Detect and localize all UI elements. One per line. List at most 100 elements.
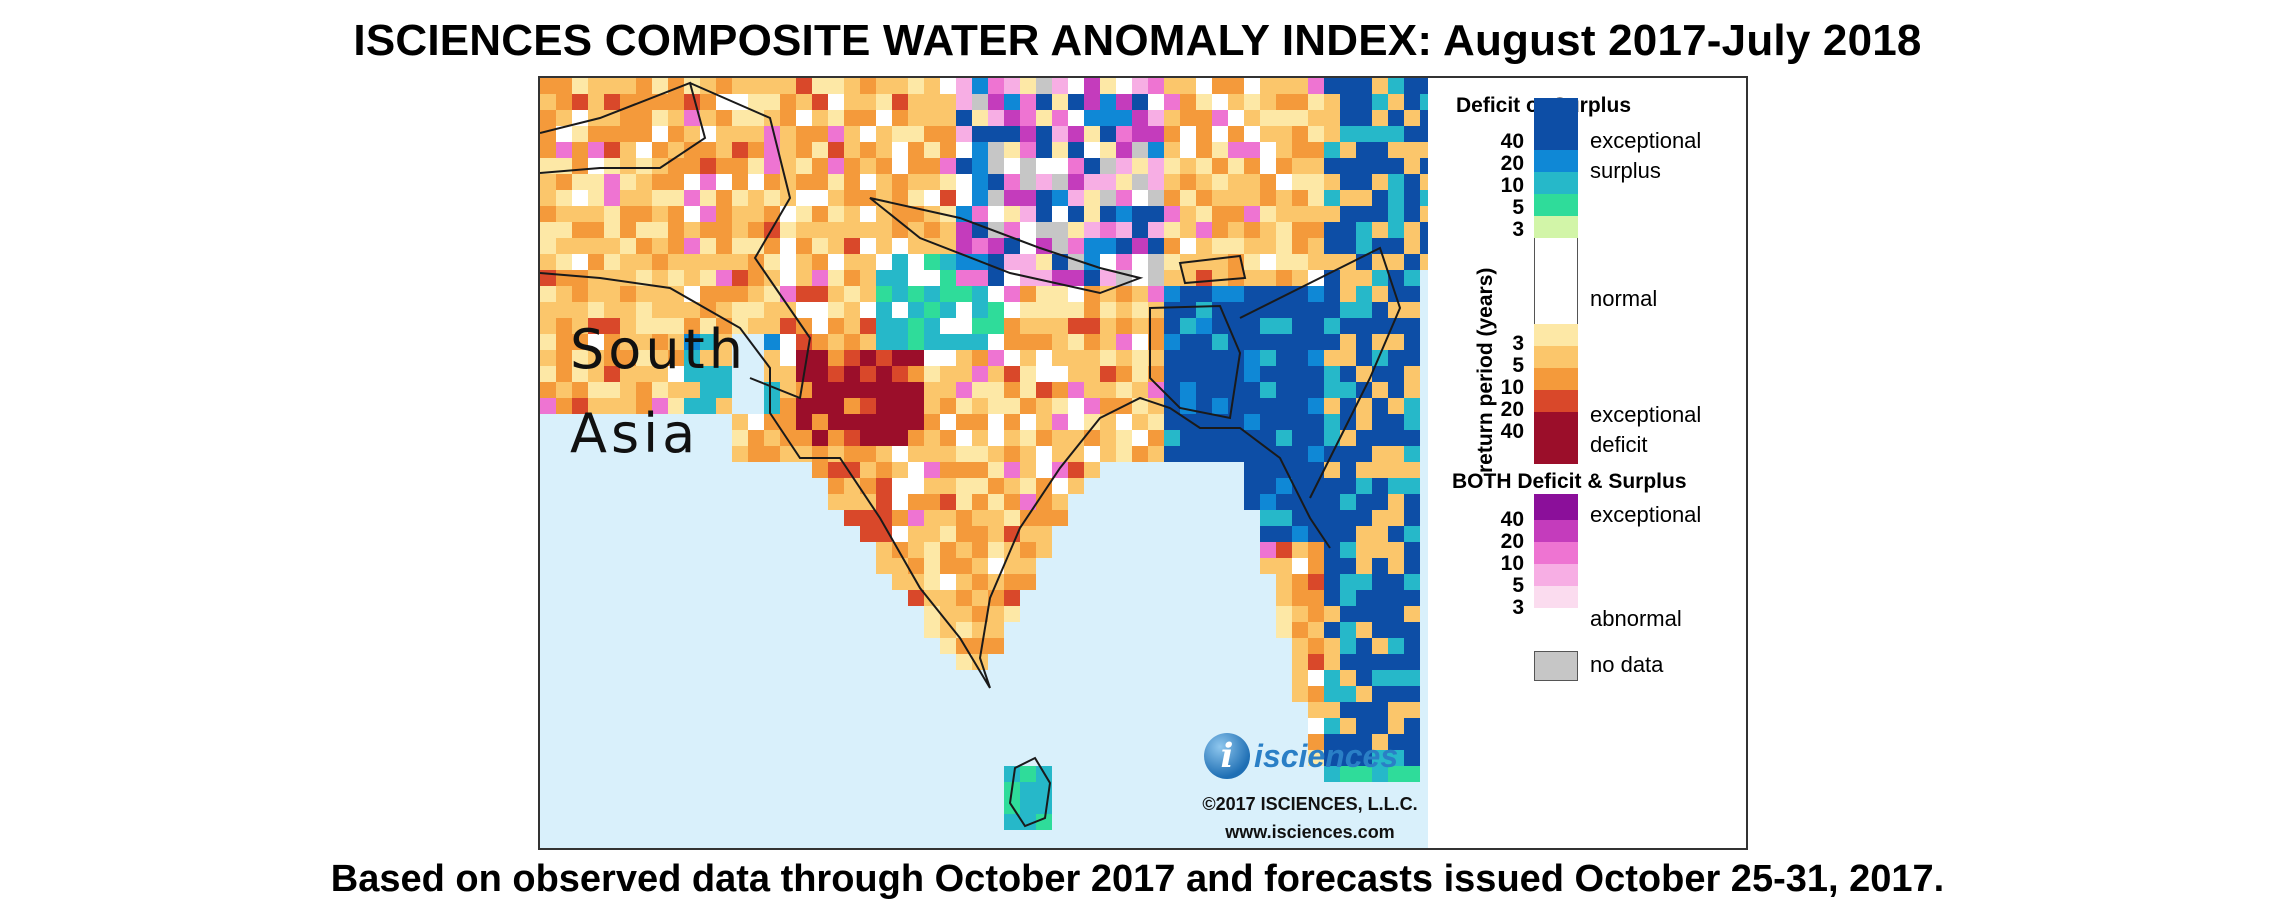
anomaly-cell: [924, 78, 940, 94]
anomaly-cell: [1404, 590, 1420, 606]
anomaly-cell: [1388, 446, 1404, 462]
anomaly-cell: [1020, 766, 1036, 782]
anomaly-cell: [988, 398, 1004, 414]
anomaly-cell: [652, 270, 668, 286]
anomaly-cell: [764, 318, 780, 334]
anomaly-cell: [1164, 430, 1180, 446]
anomaly-cell: [732, 222, 748, 238]
anomaly-cell: [1324, 254, 1340, 270]
anomaly-cell: [604, 94, 620, 110]
anomaly-cell: [1116, 158, 1132, 174]
anomaly-cell: [556, 174, 572, 190]
anomaly-cell: [1212, 254, 1228, 270]
anomaly-cell: [620, 254, 636, 270]
anomaly-cell: [1164, 110, 1180, 126]
anomaly-cell: [1340, 126, 1356, 142]
anomaly-cell: [892, 110, 908, 126]
anomaly-cell: [1148, 142, 1164, 158]
anomaly-cell: [908, 286, 924, 302]
anomaly-cell: [892, 414, 908, 430]
anomaly-cell: [1372, 542, 1388, 558]
anomaly-cell: [1276, 206, 1292, 222]
anomaly-cell: [1084, 270, 1100, 286]
anomaly-cell: [1388, 718, 1404, 734]
anomaly-cell: [1340, 446, 1356, 462]
anomaly-cell: [956, 430, 972, 446]
anomaly-cell: [1036, 206, 1052, 222]
anomaly-cell: [1340, 158, 1356, 174]
isciences-logo: i isciences: [1204, 732, 1398, 780]
anomaly-cell: [1340, 718, 1356, 734]
anomaly-cell: [1372, 174, 1388, 190]
anomaly-cell: [636, 78, 652, 94]
anomaly-cell: [1340, 462, 1356, 478]
anomaly-cell: [876, 382, 892, 398]
anomaly-cell: [1196, 382, 1212, 398]
anomaly-cell: [1292, 190, 1308, 206]
no-data-swatch: [1534, 651, 1578, 681]
anomaly-cell: [1324, 686, 1340, 702]
anomaly-cell: [556, 398, 572, 414]
anomaly-cell: [1244, 158, 1260, 174]
anomaly-cell: [1292, 350, 1308, 366]
anomaly-cell: [956, 542, 972, 558]
anomaly-cell: [1244, 478, 1260, 494]
anomaly-cell: [1372, 718, 1388, 734]
anomaly-cell: [572, 318, 588, 334]
anomaly-cell: [1372, 462, 1388, 478]
anomaly-cell: [1356, 270, 1372, 286]
anomaly-cell: [940, 398, 956, 414]
anomaly-cell: [860, 78, 876, 94]
anomaly-cell: [1292, 670, 1308, 686]
anomaly-cell: [1340, 622, 1356, 638]
anomaly-cell: [732, 110, 748, 126]
anomaly-cell: [588, 126, 604, 142]
anomaly-cell: [780, 398, 796, 414]
anomaly-cell: [1116, 174, 1132, 190]
anomaly-cell: [1004, 814, 1020, 830]
anomaly-cell: [1308, 110, 1324, 126]
anomaly-cell: [1404, 334, 1420, 350]
anomaly-cell: [956, 382, 972, 398]
logo-wordmark: isciences: [1254, 737, 1399, 774]
anomaly-cell: [780, 270, 796, 286]
anomaly-cell: [716, 382, 732, 398]
anomaly-cell: [908, 430, 924, 446]
anomaly-cell: [732, 174, 748, 190]
anomaly-cell: [748, 270, 764, 286]
anomaly-cell: [1100, 206, 1116, 222]
exceptional-deficit-label-line1: exceptional: [1590, 402, 1702, 427]
anomaly-cell: [1116, 334, 1132, 350]
both-abnormal-label: abnormal: [1590, 606, 1682, 631]
both-swatch-2: [1534, 542, 1578, 564]
anomaly-cell: [812, 446, 828, 462]
anomaly-cell: [1004, 334, 1020, 350]
anomaly-cell: [1340, 334, 1356, 350]
anomaly-cell: [1132, 174, 1148, 190]
anomaly-cell: [1068, 142, 1084, 158]
anomaly-cell: [1260, 318, 1276, 334]
anomaly-cell: [1212, 78, 1228, 94]
anomaly-cell: [636, 254, 652, 270]
afghanistan-border: [540, 81, 707, 174]
anomaly-cell: [1324, 414, 1340, 430]
anomaly-cell: [876, 350, 892, 366]
anomaly-cell: [780, 94, 796, 110]
anomaly-cell: [780, 318, 796, 334]
anomaly-cell: [1244, 414, 1260, 430]
anomaly-cell: [1068, 206, 1084, 222]
anomaly-cell: [876, 222, 892, 238]
anomaly-cell: [1020, 366, 1036, 382]
anomaly-cell: [1004, 574, 1020, 590]
anomaly-cell: [716, 126, 732, 142]
anomaly-cell: [940, 366, 956, 382]
anomaly-cell: [1340, 190, 1356, 206]
sri-lanka-outline: [1008, 756, 1052, 828]
anomaly-cell: [924, 110, 940, 126]
anomaly-cell: [748, 190, 764, 206]
anomaly-cell: [940, 478, 956, 494]
anomaly-cell: [1388, 334, 1404, 350]
anomaly-cell: [556, 78, 572, 94]
anomaly-cell: [1084, 206, 1100, 222]
anomaly-cell: [748, 446, 764, 462]
